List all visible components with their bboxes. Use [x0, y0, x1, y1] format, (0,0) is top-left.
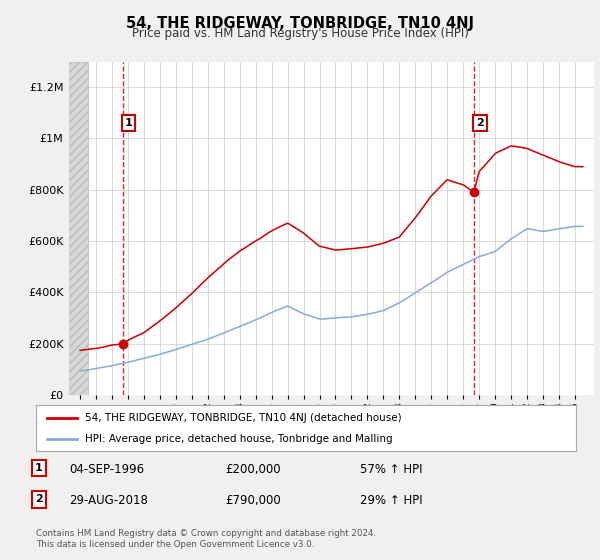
Text: £200,000: £200,000: [225, 463, 281, 476]
Bar: [69, 62, 88, 395]
Text: 29% ↑ HPI: 29% ↑ HPI: [360, 494, 422, 507]
Text: 1: 1: [35, 463, 43, 473]
Text: 29-AUG-2018: 29-AUG-2018: [69, 494, 148, 507]
Text: Price paid vs. HM Land Registry's House Price Index (HPI): Price paid vs. HM Land Registry's House …: [131, 27, 469, 40]
Text: 1: 1: [124, 118, 132, 128]
Text: 04-SEP-1996: 04-SEP-1996: [69, 463, 144, 476]
Text: 54, THE RIDGEWAY, TONBRIDGE, TN10 4NJ: 54, THE RIDGEWAY, TONBRIDGE, TN10 4NJ: [126, 16, 474, 31]
Text: 54, THE RIDGEWAY, TONBRIDGE, TN10 4NJ (detached house): 54, THE RIDGEWAY, TONBRIDGE, TN10 4NJ (d…: [85, 413, 401, 423]
Text: 2: 2: [476, 118, 484, 128]
Text: 57% ↑ HPI: 57% ↑ HPI: [360, 463, 422, 476]
Text: Contains HM Land Registry data © Crown copyright and database right 2024.
This d: Contains HM Land Registry data © Crown c…: [36, 529, 376, 549]
Text: 2: 2: [35, 494, 43, 505]
Text: £790,000: £790,000: [225, 494, 281, 507]
Text: HPI: Average price, detached house, Tonbridge and Malling: HPI: Average price, detached house, Tonb…: [85, 434, 392, 444]
